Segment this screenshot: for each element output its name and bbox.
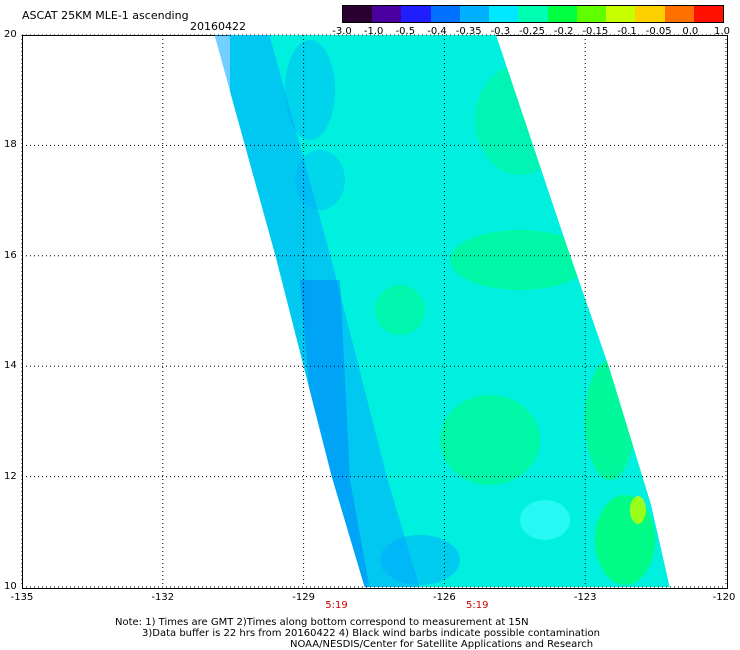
colorbar-segment	[489, 6, 519, 22]
swath-field	[214, 35, 670, 587]
lon-label: -123	[573, 592, 597, 603]
colorbar-segment	[693, 6, 724, 22]
lon-label: -135	[10, 592, 34, 603]
swath-dark-band	[300, 280, 370, 587]
colorbar-label: -0.25	[519, 26, 545, 37]
colorbar-label: -0.2	[553, 26, 574, 37]
green-patch	[595, 495, 655, 585]
colorbar-segment	[635, 6, 665, 22]
time-label: 5:19	[466, 600, 489, 611]
colorbar-segment	[401, 6, 431, 22]
swath-west-band	[214, 35, 420, 587]
colorbar-segment	[518, 6, 548, 22]
colorbar-label: -3.0	[332, 26, 352, 37]
cyan-patch	[520, 500, 570, 540]
colorbar-labels: -3.0 -1.0 -0.5 -0.4 -0.35 -0.3 -0.25 -0.2 -0.15-…	[332, 26, 730, 38]
map-date: 20160422	[190, 20, 246, 33]
green-patch	[568, 233, 592, 257]
blue-patch	[285, 40, 335, 140]
time-label: 5:19	[325, 600, 348, 611]
colorbar-label: -0.15	[582, 26, 609, 37]
colorbar-segment	[606, 6, 636, 22]
lat-label: 20	[4, 29, 17, 40]
lon-label: -132	[151, 592, 175, 603]
colorbar-label: -0.05	[645, 26, 672, 37]
colorbar-label: 0.0	[682, 26, 699, 37]
colorbar-label: -0.4	[427, 26, 447, 37]
green-patch	[475, 65, 565, 175]
blue-patch	[295, 150, 345, 210]
lat-label: 10	[4, 581, 17, 592]
lat-label: 14	[4, 360, 17, 372]
colorbar-label: 1.0	[714, 26, 730, 37]
colorbar-segment	[430, 6, 460, 22]
colorbar-segment	[372, 6, 402, 22]
lon-label: -120	[712, 592, 736, 603]
map-title: ASCAT 25KM MLE-1 ascending	[22, 9, 189, 22]
colorbar-label: -0.1	[617, 26, 637, 37]
lon-label: -126	[433, 592, 456, 603]
lat-label: 16	[4, 249, 17, 261]
green-patch	[450, 230, 590, 290]
colorbar-label: -0.5	[395, 26, 416, 37]
colorbar	[342, 5, 724, 23]
colorbar-segment	[576, 6, 607, 22]
green-patch	[585, 360, 635, 480]
lon-label: -129	[292, 592, 315, 603]
blue-patch	[380, 535, 460, 585]
colorbar-label: -1.0	[363, 26, 384, 37]
colorbar-segment	[547, 6, 577, 22]
green-patch	[440, 395, 540, 485]
lat-label: 12	[4, 470, 17, 482]
colorbar-segment	[459, 6, 490, 22]
green-patch	[375, 285, 425, 335]
colorbar-label: -0.3	[490, 26, 511, 37]
colorbar-segment	[664, 6, 694, 22]
colorbar-label: -0.35	[455, 26, 482, 37]
note-line-3: NOAA/NESDIS/Center for Satellite Applica…	[290, 639, 594, 650]
lat-label: 18	[4, 139, 17, 151]
colorbar-segment	[343, 6, 373, 22]
note-line-1: Note: 1) Times are GMT 2)Times along bot…	[115, 617, 529, 628]
yellow-patch	[630, 496, 646, 524]
note-line-2: 3)Data buffer is 22 hrs from 20160422 4)…	[142, 628, 600, 639]
